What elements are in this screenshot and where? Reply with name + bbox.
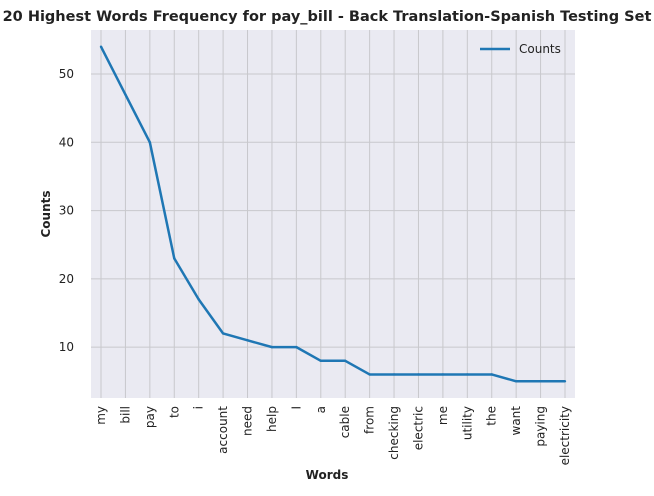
plot-area (91, 30, 575, 398)
x-tick-label: need (241, 406, 255, 436)
data-point (246, 339, 249, 342)
data-point (173, 257, 176, 260)
x-tick-label: paying (534, 406, 548, 447)
y-tick-label: 20 (59, 272, 74, 286)
legend-label: Counts (519, 42, 561, 56)
x-tick-label: i (192, 406, 206, 409)
x-tick-label: account (216, 406, 230, 454)
x-tick-label: electricity (558, 406, 572, 465)
data-point (197, 298, 200, 301)
x-tick-label: me (436, 406, 450, 425)
data-point (392, 373, 396, 376)
x-tick-label: pay (143, 406, 157, 428)
x-tick-label: to (167, 406, 181, 418)
data-point (417, 373, 420, 376)
y-tick-label: 30 (59, 204, 74, 218)
x-tick-label: a (314, 406, 328, 413)
chart-title: 20 Highest Words Frequency for pay_bill … (3, 9, 652, 25)
data-point (99, 45, 103, 48)
data-point (368, 373, 371, 376)
x-tick-label: I (289, 406, 303, 410)
y-tick-label: 40 (59, 135, 74, 149)
x-tick-label: help (265, 406, 279, 432)
x-tick-label: the (485, 406, 499, 426)
data-point (295, 345, 298, 349)
x-tick-label: from (363, 406, 377, 434)
series-line (99, 46, 565, 383)
data-point (221, 332, 225, 335)
y-axis-label: Counts (39, 190, 53, 237)
data-point (514, 380, 518, 383)
x-tick-label: utility (460, 406, 474, 440)
series-layer (99, 45, 567, 383)
y-tick-label: 10 (59, 340, 74, 354)
x-tick-label: cable (338, 406, 352, 438)
x-tick-label: my (94, 406, 108, 425)
data-point (466, 373, 469, 376)
x-tick-label: checking (387, 406, 401, 460)
gridlines (91, 30, 575, 398)
legend: Counts (480, 42, 561, 56)
data-point (270, 345, 274, 349)
data-point (563, 380, 567, 383)
data-point (319, 359, 322, 362)
x-tick-label: want (509, 406, 523, 436)
data-point (441, 373, 445, 376)
x-axis-label: Words (306, 468, 349, 482)
y-tick-label: 50 (59, 67, 74, 81)
x-tick-label: bill (118, 406, 132, 424)
data-point (148, 141, 152, 144)
x-tick-label: electric (411, 406, 425, 450)
data-point (344, 359, 347, 362)
data-point (539, 380, 542, 383)
data-point (490, 373, 493, 376)
data-point (124, 93, 127, 96)
